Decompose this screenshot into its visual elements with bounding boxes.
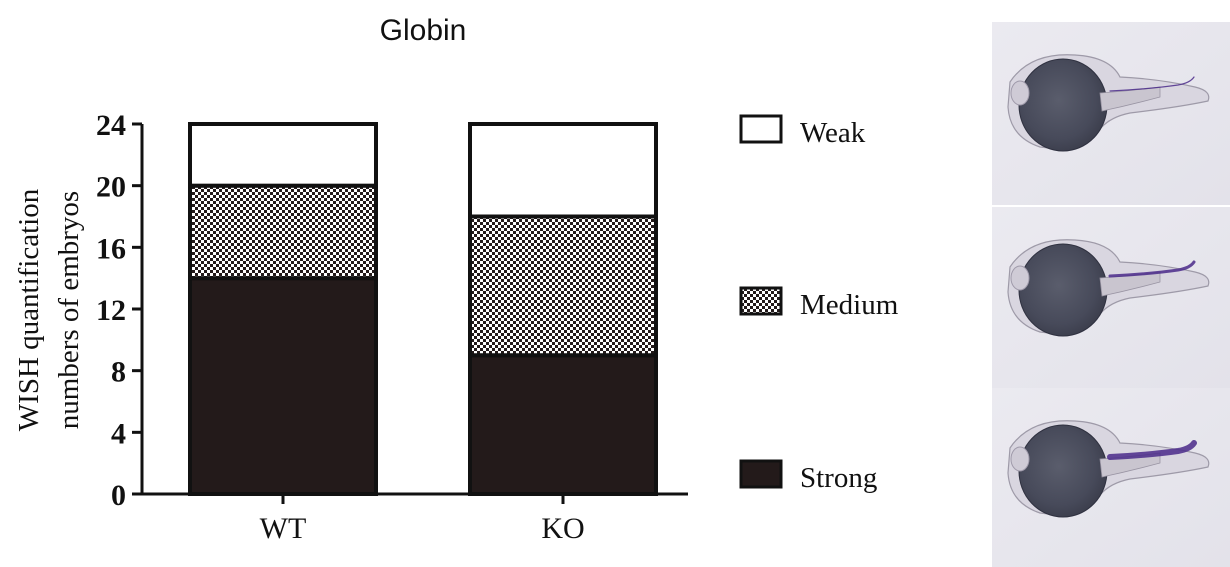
- y-ticks: 0 4 8 12 16 20 24: [96, 109, 142, 512]
- y-tick-label: 4: [111, 417, 126, 450]
- bar-stack-wt: [188, 122, 378, 496]
- y-tick-label: 8: [111, 356, 126, 389]
- embryo-yolk: [1018, 424, 1108, 518]
- globin-stain: [1107, 440, 1197, 460]
- legend-swatch-strong: [739, 459, 783, 489]
- y-axis-label: WISH quantification numbers of embryos: [13, 188, 85, 431]
- x-tick-label: WT: [260, 512, 307, 545]
- y-tick-label: 24: [96, 109, 126, 142]
- embryo-head: [1010, 446, 1030, 472]
- bar-segment-weak: [468, 122, 658, 219]
- globin-stain: [1109, 76, 1195, 92]
- bar-stack-ko: [468, 122, 658, 496]
- plot-area: 0 4 8 12 16 20 24 WT KO: [96, 109, 688, 545]
- bar-segment-strong: [468, 353, 658, 496]
- legend-label-weak: Weak: [800, 117, 866, 149]
- legend-swatch-medium: [739, 286, 783, 316]
- yolk-extension: [1099, 86, 1161, 112]
- legend: Weak Medium Strong: [739, 114, 899, 494]
- embryo-image-weak: [992, 22, 1230, 205]
- y-tick-label: 0: [111, 479, 126, 512]
- bar-segment-strong: [188, 276, 378, 496]
- chart-title: Globin: [380, 14, 467, 47]
- embryo-image-panels: [992, 22, 1230, 567]
- y-tick-label: 16: [96, 232, 126, 265]
- embryo-head: [1010, 265, 1030, 291]
- y-tick-label: 20: [96, 171, 126, 204]
- legend-label-strong: Strong: [800, 462, 877, 494]
- embryo-image-strong: [992, 388, 1230, 567]
- embryo-image-medium: [992, 207, 1230, 390]
- legend-label-medium: Medium: [800, 289, 899, 321]
- embryo-yolk: [1018, 243, 1108, 337]
- bars: [188, 122, 658, 496]
- embryo-yolk: [1018, 58, 1108, 152]
- bar-segment-medium: [468, 214, 658, 358]
- y-axis-label-line2: numbers of embryos: [53, 191, 85, 429]
- bar-segment-medium: [188, 183, 378, 281]
- embryo-head: [1010, 80, 1030, 106]
- y-axis-label-line1: WISH quantification: [13, 188, 45, 431]
- x-tick-labels: WT KO: [260, 494, 585, 545]
- x-tick-label: KO: [541, 512, 584, 545]
- bar-segment-weak: [188, 122, 378, 188]
- y-tick-label: 12: [96, 294, 126, 327]
- legend-swatch-weak: [739, 114, 783, 144]
- globin-stain: [1108, 260, 1196, 278]
